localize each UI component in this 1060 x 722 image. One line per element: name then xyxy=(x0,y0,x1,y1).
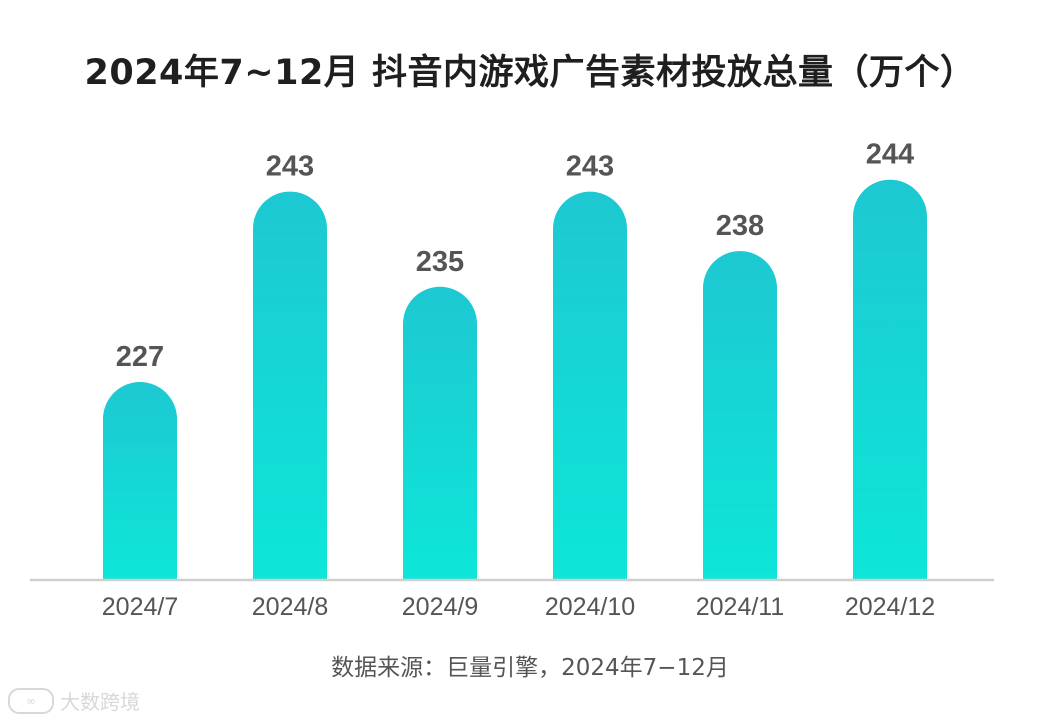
bar-2024/11 xyxy=(703,251,777,580)
data-label: 238 xyxy=(716,210,764,242)
data-label: 244 xyxy=(866,139,914,171)
x-tick-label: 2024/12 xyxy=(845,593,935,621)
watermark: ∞ 大数跨境 xyxy=(8,686,140,715)
bar-2024/9 xyxy=(403,286,478,580)
bar-2024/7 xyxy=(103,382,177,580)
x-tick-label: 2024/8 xyxy=(252,593,328,621)
bar-2024/12 xyxy=(853,179,927,580)
x-tick-label: 2024/7 xyxy=(102,593,178,621)
chart-title: 2024年7~12月 抖音内游戏广告素材投放总量（万个） xyxy=(84,53,976,93)
bar-2024/8 xyxy=(253,191,327,580)
data-label: 243 xyxy=(266,151,314,183)
watermark-text: 大数跨境 xyxy=(60,690,140,714)
labels-layer: 227 2024/7 243 2024/8 235 2024/9 243 2024/10 238… xyxy=(102,139,935,621)
data-label: 235 xyxy=(416,246,464,278)
x-tick-label: 2024/11 xyxy=(696,593,785,621)
bars-layer xyxy=(103,179,927,580)
x-tick-label: 2024/9 xyxy=(402,593,478,621)
data-label: 227 xyxy=(116,341,164,373)
bar-2024/10 xyxy=(553,191,627,580)
data-label: 243 xyxy=(566,151,614,183)
watermark-logo-icon: ∞ xyxy=(8,687,54,714)
source-note: 数据来源：巨量引擎，2024年7−12月 xyxy=(331,655,729,681)
x-tick-label: 2024/10 xyxy=(545,593,635,621)
